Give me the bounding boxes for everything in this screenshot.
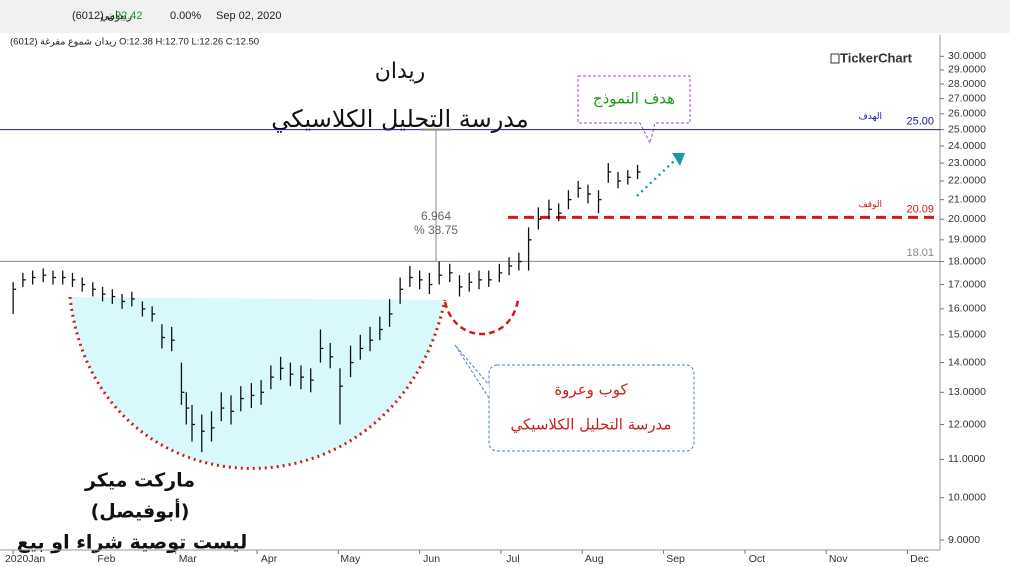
pattern-label: كوب وعروة bbox=[554, 381, 628, 399]
measure-percent: % 38.75 bbox=[414, 223, 458, 237]
level-name: الهدف bbox=[859, 112, 882, 122]
info: ريدان شموع مفرغة (6012) O:12.38 H:12.70 … bbox=[10, 37, 259, 48]
x-tick-label: May bbox=[340, 553, 361, 565]
x-tick-label: 2020Jan bbox=[5, 553, 45, 565]
header-bar bbox=[0, 0, 1010, 33]
level-value: 20.09 bbox=[906, 203, 934, 215]
brand: TickerChart bbox=[840, 50, 913, 65]
target-callout bbox=[577, 75, 691, 145]
y-tick-label: 18.0000 bbox=[948, 255, 986, 267]
school-label: مدرسة التحليل الكلاسيكي bbox=[511, 416, 672, 435]
y-tick-label: 12.0000 bbox=[948, 418, 986, 430]
y-tick-label: 21.0000 bbox=[948, 193, 986, 205]
y-tick-label: 30.0000 bbox=[948, 50, 986, 62]
target-label: هدف النموذج bbox=[593, 90, 675, 109]
y-tick-label: 17.0000 bbox=[948, 278, 986, 290]
y-tick-label: 29.0000 bbox=[948, 64, 986, 76]
y-tick-label: 26.0000 bbox=[948, 108, 986, 120]
cup-fill bbox=[70, 297, 445, 469]
callout-pointer bbox=[454, 344, 490, 399]
y-tick-label: 22.0000 bbox=[948, 175, 986, 187]
y-tick-label: 11.0000 bbox=[948, 453, 985, 465]
x-tick-label: Dec bbox=[910, 553, 929, 565]
x-tick-label: Aug bbox=[585, 553, 604, 565]
y-tick-label: 28.0000 bbox=[948, 78, 986, 90]
cup-outline bbox=[68, 296, 447, 470]
y-tick-label: 16.0000 bbox=[948, 303, 986, 315]
symbol: ريدان (6012) bbox=[72, 10, 132, 22]
x-tick-label: Oct bbox=[749, 553, 765, 565]
y-tick-label: 19.0000 bbox=[948, 234, 986, 246]
y-tick-label: 13.0000 bbox=[948, 386, 986, 398]
watermark: ليست توصية شراء او بيع bbox=[17, 532, 247, 554]
change: 0.00% bbox=[170, 10, 201, 22]
brand-icon bbox=[830, 53, 840, 64]
arrow-head bbox=[672, 153, 685, 166]
x-tick-label: Jul bbox=[506, 553, 519, 565]
y-tick-label: 15.0000 bbox=[948, 329, 986, 341]
x-tick-label: Mar bbox=[179, 553, 198, 565]
date: Sep 02, 2020 bbox=[216, 10, 281, 22]
watermark: ماركت ميكر bbox=[84, 470, 195, 492]
x-tick-label: Feb bbox=[97, 553, 115, 565]
x-tick-label: Jun bbox=[423, 553, 440, 565]
y-tick-label: 10.0000 bbox=[948, 492, 986, 504]
x-tick-label: Sep bbox=[666, 553, 685, 565]
y-tick-label: 14.0000 bbox=[948, 356, 986, 368]
x-tick-label: Nov bbox=[829, 553, 848, 565]
handle-outline bbox=[443, 299, 520, 336]
watermark: (أبوفيصل) bbox=[91, 499, 190, 523]
pattern-callout bbox=[488, 364, 695, 452]
level-value: 18.01 bbox=[906, 247, 934, 259]
price: 22.42 bbox=[115, 10, 143, 22]
y-tick-label: 23.0000 bbox=[948, 157, 986, 169]
y-tick-label: 9.0000 bbox=[948, 534, 980, 546]
chart-title: ريدان bbox=[375, 59, 426, 84]
chart-subtitle: مدرسة التحليل الكلاسيكي bbox=[271, 105, 529, 133]
x-tick-label: Apr bbox=[261, 553, 278, 565]
y-tick-label: 25.0000 bbox=[948, 123, 986, 135]
y-tick-label: 24.0000 bbox=[948, 140, 986, 152]
period: يومي bbox=[100, 10, 124, 22]
y-tick-label: 20.0000 bbox=[948, 213, 986, 225]
target-arrow bbox=[636, 159, 676, 197]
level-name: الوقف bbox=[858, 200, 882, 210]
measure-change: 6.964 bbox=[421, 209, 451, 223]
y-tick-label: 27.0000 bbox=[948, 92, 986, 104]
level-value: 25.00 bbox=[906, 115, 934, 127]
